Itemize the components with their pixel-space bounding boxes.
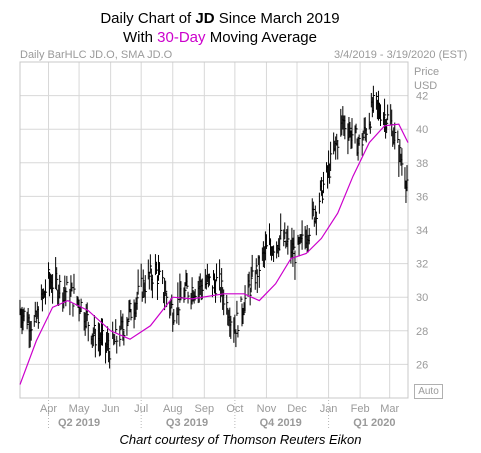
x-tick-label: Mar: [380, 403, 399, 415]
subtitle-suffix: Moving Average: [205, 29, 317, 46]
moving-average-line: [19, 123, 409, 385]
y-tick-label: 26: [416, 359, 428, 371]
x-tick-label: Feb: [351, 403, 370, 415]
title-prefix: Daily Chart of: [100, 10, 196, 27]
x-tick-label: Dec: [287, 403, 307, 415]
x-tick-label: Aug: [163, 403, 183, 415]
subtitle-accent: 30-Day: [157, 29, 206, 46]
y-tick-label: 28: [416, 326, 428, 338]
y-tick-label: 32: [416, 259, 428, 271]
y-tick-label: 42: [416, 91, 428, 103]
title-suffix: Since March 2019: [214, 10, 340, 27]
quarter-label: Q4 2019: [260, 417, 302, 429]
price-bars: [19, 85, 409, 369]
grid: [20, 62, 408, 398]
date-range-label: 3/4/2019 - 3/19/2020 (EST): [334, 49, 468, 61]
series-label: Daily BarHLC JD.O, SMA JD.O: [20, 49, 173, 61]
chart-title-line-1: Daily Chart of JD Since March 2019: [0, 10, 440, 27]
y-axis-ticks: 26 28 30 32 34 36 38 40 42: [416, 91, 428, 372]
chart-credit: Chart courtesy of Thomson Reuters Eikon: [119, 432, 362, 447]
subtitle-prefix: With: [123, 29, 158, 46]
x-tick-label: May: [69, 403, 90, 415]
plot-frame: [19, 61, 409, 399]
x-tick-label: Nov: [257, 403, 277, 415]
currency-axis-label: USD: [414, 80, 438, 92]
x-tick-label: Jun: [102, 403, 120, 415]
auto-scale-button[interactable]: Auto: [414, 384, 443, 399]
x-tick-label: Sep: [195, 403, 215, 415]
y-tick-label: 34: [416, 225, 428, 237]
y-tick-label: 30: [416, 292, 428, 304]
quarter-label: Q2 2019: [58, 417, 100, 429]
chart-title-line-2: With 30-Day Moving Average: [0, 29, 440, 46]
quarter-label: Q1 2020: [353, 417, 395, 429]
plot-border: [19, 61, 409, 399]
y-tick-label: 40: [416, 124, 428, 136]
title-ticker: JD: [195, 10, 215, 27]
moving-average-layer: [19, 123, 409, 385]
y-tick-label: 38: [416, 158, 428, 170]
price-axis-label: Price: [414, 66, 440, 78]
y-tick-label: 36: [416, 191, 428, 203]
quarter-label: Q3 2019: [166, 417, 208, 429]
